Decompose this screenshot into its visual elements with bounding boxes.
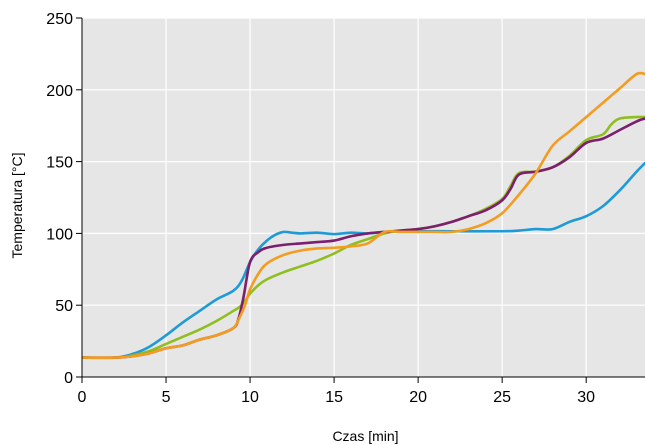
y-tick-label: 0 — [64, 370, 73, 387]
x-tick-label: 20 — [409, 389, 427, 406]
series-line-1 — [82, 161, 645, 360]
x-tick-label: 5 — [162, 389, 171, 406]
y-tick-marks — [76, 17, 82, 378]
x-tick-label: 15 — [325, 389, 343, 406]
x-tick-label: 0 — [78, 389, 87, 406]
y-tick-label: 150 — [46, 155, 73, 172]
x-axis-title: Czas [min] — [332, 428, 398, 444]
x-tick-label: 25 — [493, 389, 511, 406]
y-tick-label: 250 — [46, 11, 73, 28]
series-line-4 — [82, 71, 645, 360]
x-tick-label: 30 — [577, 389, 595, 406]
y-axis-title: Temperatura [°C] — [9, 153, 25, 259]
series-lines — [82, 71, 645, 360]
y-tick-label: 50 — [55, 298, 73, 315]
y-tick-labels: 0 50 100 150 200 250 — [46, 11, 73, 387]
y-tick-label: 200 — [46, 83, 73, 100]
x-tick-labels: 0 5 10 15 20 25 30 — [78, 389, 596, 406]
x-tick-label: 10 — [241, 389, 259, 406]
x-tick-marks — [81, 377, 587, 383]
plot-area — [82, 18, 645, 377]
y-tick-label: 100 — [46, 226, 73, 243]
